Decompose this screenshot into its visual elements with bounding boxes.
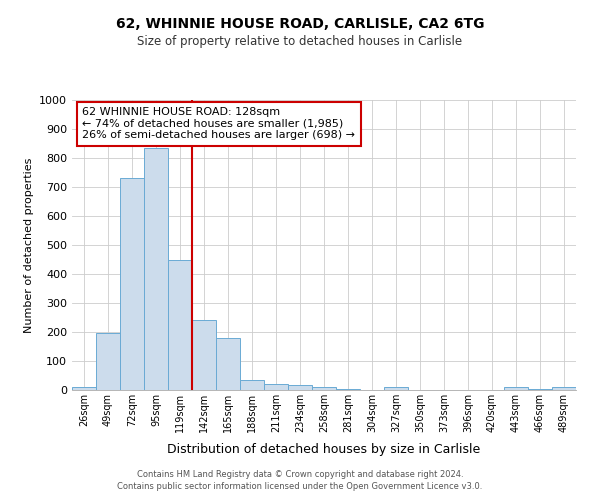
X-axis label: Distribution of detached houses by size in Carlisle: Distribution of detached houses by size … bbox=[167, 444, 481, 456]
Bar bbox=[528, 388, 552, 390]
Text: Contains public sector information licensed under the Open Government Licence v3: Contains public sector information licen… bbox=[118, 482, 482, 491]
Text: 62 WHINNIE HOUSE ROAD: 128sqm
← 74% of detached houses are smaller (1,985)
26% o: 62 WHINNIE HOUSE ROAD: 128sqm ← 74% of d… bbox=[82, 108, 355, 140]
Bar bbox=[384, 388, 408, 390]
Bar bbox=[144, 148, 168, 390]
Bar bbox=[264, 384, 288, 390]
Bar bbox=[552, 388, 576, 390]
Bar bbox=[240, 380, 264, 390]
Bar bbox=[72, 386, 96, 390]
Bar bbox=[168, 260, 192, 390]
Bar bbox=[336, 388, 360, 390]
Bar bbox=[120, 178, 144, 390]
Bar bbox=[504, 387, 528, 390]
Bar bbox=[96, 334, 120, 390]
Bar bbox=[288, 385, 312, 390]
Bar bbox=[216, 338, 240, 390]
Y-axis label: Number of detached properties: Number of detached properties bbox=[23, 158, 34, 332]
Text: 62, WHINNIE HOUSE ROAD, CARLISLE, CA2 6TG: 62, WHINNIE HOUSE ROAD, CARLISLE, CA2 6T… bbox=[116, 18, 484, 32]
Text: Size of property relative to detached houses in Carlisle: Size of property relative to detached ho… bbox=[137, 35, 463, 48]
Text: Contains HM Land Registry data © Crown copyright and database right 2024.: Contains HM Land Registry data © Crown c… bbox=[137, 470, 463, 479]
Bar bbox=[192, 320, 216, 390]
Bar bbox=[312, 387, 336, 390]
